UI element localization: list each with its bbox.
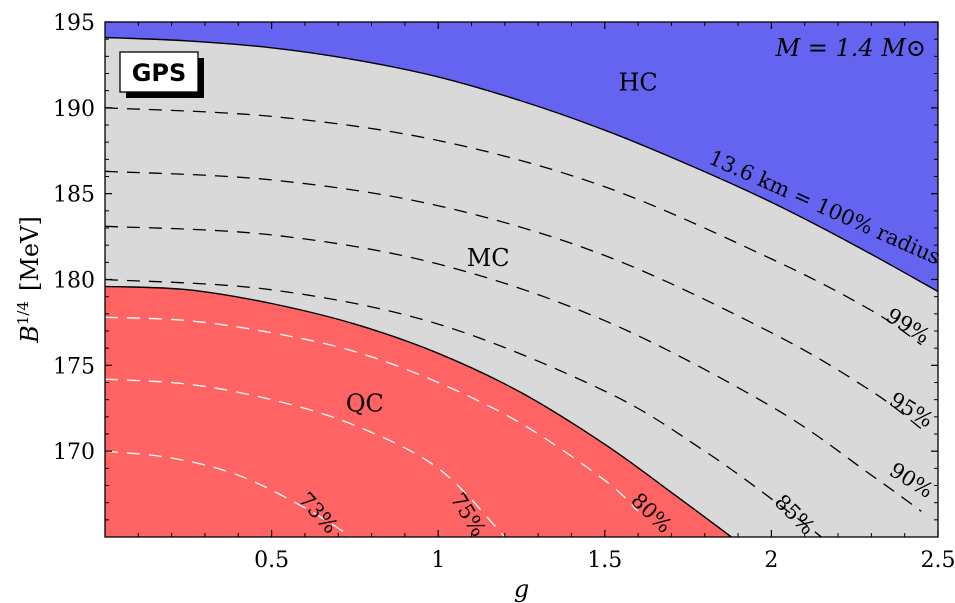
x-axis-title: g	[514, 575, 529, 603]
mass-label: M = 1.4 M⊙	[775, 34, 926, 62]
region-label-mc: MC	[467, 244, 510, 272]
contour-black-99%	[105, 107, 922, 346]
hc-boundary-line	[105, 36, 938, 293]
y-axis-title-text: B1/4[MeV]	[14, 216, 44, 344]
y-tick-label: 170	[53, 440, 95, 465]
hc-region	[105, 22, 938, 292]
gps-badge-label: GPS	[132, 59, 187, 87]
y-tick-label: 190	[53, 97, 95, 122]
x-tick-label: 2.5	[921, 548, 955, 573]
y-axis-title: B1/4[MeV]	[14, 216, 44, 344]
axis-labels: 0.5 1 1.5 2 2.5 170 175 180 185 190 195 g B1/4[MeV]	[14, 11, 955, 603]
qc-boundary-line	[105, 285, 732, 537]
gps-badge	[119, 51, 199, 93]
plot-area	[105, 22, 938, 537]
contour-black-95%	[105, 170, 922, 430]
qc-region	[105, 286, 732, 537]
x-tick-label: 1.5	[587, 548, 622, 573]
x-tick-label: 1	[431, 548, 445, 573]
x-tick-label: 0.5	[254, 548, 289, 573]
y-tick-label: 195	[53, 11, 95, 36]
contour-white-73%	[105, 450, 352, 537]
contour-white-line-2	[105, 316, 639, 512]
axis-ticks	[105, 21, 939, 537]
region-label-qc: QC	[346, 390, 384, 418]
region-label-hc: HC	[618, 69, 657, 97]
y-tick-label: 180	[53, 269, 95, 294]
y-tick-label: 185	[53, 183, 95, 208]
contour-white-75%	[105, 378, 506, 537]
y-tick-label: 175	[53, 354, 95, 379]
x-tick-label: 2	[764, 548, 778, 573]
contour-black-90%	[105, 225, 922, 512]
contour-black-85%	[105, 278, 822, 537]
